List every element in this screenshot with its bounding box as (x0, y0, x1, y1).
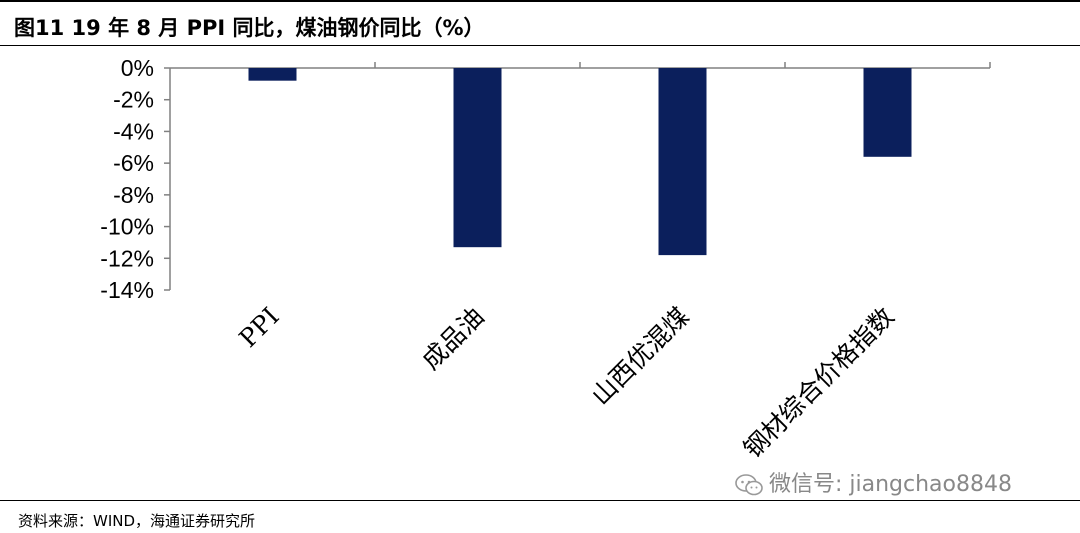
y-tick-label: -12% (100, 245, 154, 271)
x-tick-label: 山西优混煤 (586, 302, 695, 411)
y-tick-label: -6% (113, 150, 154, 176)
wechat-icon (735, 474, 763, 496)
bar (248, 68, 297, 81)
y-tick-label: -8% (113, 182, 154, 208)
bar (863, 68, 912, 157)
y-tick-label: -14% (100, 277, 154, 303)
bar (658, 68, 707, 256)
y-tick-label: -2% (113, 87, 154, 113)
chart-title: 图11 19 年 8 月 PPI 同比，煤油钢价同比（%） (14, 16, 485, 40)
y-tick-label: 0% (121, 55, 154, 81)
x-tick-label: 钢材综合价格指数 (738, 302, 900, 464)
watermark-text: 微信号: jiangchao8848 (769, 472, 1012, 497)
y-tick-label: -10% (100, 214, 154, 240)
title-bar: 图11 19 年 8 月 PPI 同比，煤油钢价同比（%） (0, 0, 1080, 46)
source-note: 资料来源：WIND，海通证券研究所 (18, 512, 256, 530)
y-tick-label: -4% (113, 118, 154, 144)
x-tick-label: 成品油 (416, 302, 490, 376)
x-tick-label: PPI (233, 302, 284, 353)
source-divider (0, 500, 1080, 501)
bar (453, 68, 502, 248)
watermark: 微信号: jiangchao8848 (735, 466, 1012, 498)
